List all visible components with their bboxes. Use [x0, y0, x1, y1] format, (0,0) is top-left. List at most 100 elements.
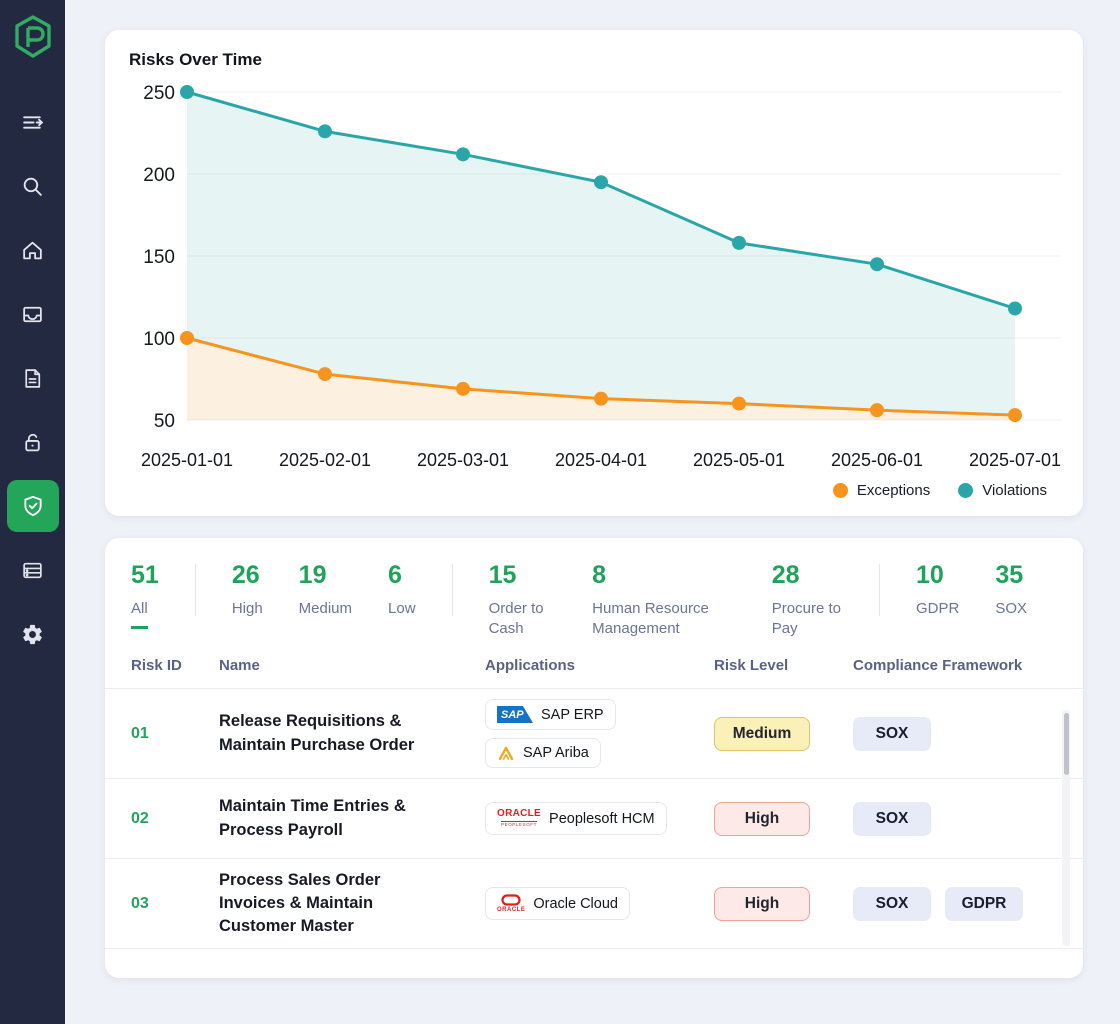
- table-row[interactable]: 03 Process Sales Order Invoices & Maintai…: [105, 859, 1083, 950]
- sidebar-item-home[interactable]: [7, 224, 59, 276]
- filter-count: 10: [915, 561, 944, 589]
- risk-level-cell: High: [714, 886, 853, 921]
- legend-label: Violations: [982, 482, 1047, 499]
- list-icon: [21, 559, 44, 582]
- sidebar-nav: [0, 90, 65, 666]
- filter-tab-human-resource-management[interactable]: 8 Human Resource Management: [592, 561, 742, 639]
- sidebar-item-inbox[interactable]: [7, 288, 59, 340]
- compliance-framework-cell: SOX GDPR: [853, 886, 1083, 921]
- legend-label: Exceptions: [856, 482, 931, 499]
- sidebar-item-shield-check[interactable]: [6, 480, 59, 532]
- risks-over-time-chart: 50 100 150 200 250 2025-01-01 2025-02-01 2025-0…: [141, 83, 1061, 470]
- sidebar-item-document[interactable]: [7, 352, 59, 404]
- sidebar-item-collapse-menu[interactable]: [7, 96, 59, 148]
- exceptions-point[interactable]: [456, 381, 470, 396]
- oracle-cloud-logo: ORACLE: [497, 894, 525, 913]
- risk-level-cell: Medium: [714, 716, 853, 751]
- legend-item-violations[interactable]: Violations: [958, 482, 1047, 499]
- table-scrollbar[interactable]: [1062, 710, 1070, 946]
- sidebar-item-settings[interactable]: [7, 608, 59, 660]
- violations-point[interactable]: [1008, 301, 1022, 316]
- risk-name: Process Sales Order Invoices & Maintain …: [219, 871, 381, 936]
- violations-point[interactable]: [318, 124, 332, 139]
- exceptions-point[interactable]: [870, 403, 884, 418]
- table-body: 01 Release Requisitions & Maintain Purcha…: [105, 689, 1083, 950]
- filter-tab-high[interactable]: 26 High: [232, 561, 263, 619]
- violations-area: [187, 92, 1015, 420]
- table-scrollbar-thumb[interactable]: [1063, 713, 1069, 775]
- application-chip: SAP SAP ERP: [485, 699, 616, 730]
- filter-count: 15: [488, 561, 517, 589]
- sap-logo: SAP: [497, 706, 533, 723]
- legend-item-exceptions[interactable]: Exceptions: [832, 482, 931, 499]
- filter-label: SOX: [995, 599, 1027, 617]
- exceptions-point[interactable]: [732, 396, 746, 411]
- y-tick-label: 50: [154, 411, 175, 432]
- sidebar-item-search[interactable]: [7, 160, 59, 212]
- y-tick-label: 250: [143, 83, 175, 104]
- inbox-icon: [21, 303, 44, 326]
- filter-group-divider: [451, 564, 453, 616]
- sidebar-item-unlock[interactable]: [7, 416, 59, 468]
- application-name: SAP ERP: [541, 706, 604, 723]
- x-tick-label: 2025-06-01: [831, 450, 923, 470]
- sap-ariba-logo: [497, 745, 515, 761]
- exceptions-point[interactable]: [594, 391, 608, 406]
- risk-name: Release Requisitions & Maintain Purchase…: [219, 712, 415, 754]
- filter-tab-all[interactable]: 51 All: [131, 561, 159, 629]
- filter-tab-sox[interactable]: 35 SOX: [995, 561, 1027, 619]
- filter-tab-procure-to-pay[interactable]: 28 Procure to Pay: [771, 561, 843, 639]
- app-logo-icon: [10, 12, 56, 62]
- violations-point[interactable]: [732, 235, 746, 250]
- violations-point[interactable]: [456, 147, 470, 162]
- exceptions-point[interactable]: [1008, 408, 1022, 423]
- application-chip: ORACLE PEOPLESOFT Peoplesoft HCM: [485, 802, 667, 835]
- filter-tab-order-to-cash[interactable]: 15 Order to Cash: [488, 561, 557, 639]
- x-tick-label: 2025-02-01: [279, 450, 371, 470]
- violations-point[interactable]: [180, 85, 194, 99]
- filter-group-divider: [194, 564, 196, 616]
- filter-count: 8: [592, 561, 607, 589]
- filter-label: Procure to Pay: [771, 599, 841, 637]
- sidebar-item-list[interactable]: [7, 544, 59, 596]
- filter-tab-low[interactable]: 6 Low: [388, 561, 416, 619]
- filter-label: Order to Cash: [488, 599, 544, 637]
- filter-tab-medium[interactable]: 19 Medium: [298, 561, 353, 619]
- framework-badge-sox: SOX: [853, 801, 931, 836]
- risk-level-cell: High: [714, 801, 853, 836]
- applications-cell: ORACLE PEOPLESOFT Peoplesoft HCM: [485, 802, 714, 835]
- table-row[interactable]: 02 Maintain Time Entries & Process Payrol…: [105, 779, 1083, 859]
- exceptions-area: [187, 338, 1015, 420]
- oracle-peoplesoft-logo: ORACLE PEOPLESOFT: [497, 808, 542, 828]
- sidebar: [0, 0, 65, 1024]
- violations-point[interactable]: [594, 175, 608, 190]
- filter-count: 28: [771, 561, 800, 589]
- table-header: Risk ID Name Applications Risk Level Complia…: [105, 643, 1083, 689]
- risk-level-badge: Medium: [714, 716, 810, 751]
- filter-tab-gdpr[interactable]: 10 GDPR: [915, 561, 959, 619]
- filter-label: Low: [388, 599, 416, 617]
- filter-label: Medium: [298, 599, 353, 617]
- violations-point[interactable]: [870, 257, 884, 272]
- risks-over-time-card: Risks Over Time 50 100 150 200 250 2025-01-01…: [105, 30, 1083, 516]
- filter-group-divider: [878, 564, 880, 616]
- application-chip: ORACLE Oracle Cloud: [485, 887, 630, 921]
- filter-count: 51: [131, 561, 159, 589]
- risks-table-card: 51 All 26 High 19 Medium 6 Low 15 Order to Cash 8 H…: [105, 538, 1083, 978]
- applications-cell: ORACLE Oracle Cloud: [485, 887, 714, 921]
- compliance-framework-cell: SOX: [853, 801, 1083, 836]
- framework-badge-sox: SOX: [853, 886, 931, 921]
- shield-check-icon: [21, 494, 45, 518]
- table-row[interactable]: 01 Release Requisitions & Maintain Purcha…: [105, 689, 1083, 779]
- exceptions-point[interactable]: [180, 331, 194, 345]
- application-name: Peoplesoft HCM: [549, 810, 655, 827]
- column-header-risk-level: Risk Level: [714, 657, 789, 674]
- home-icon: [21, 239, 44, 262]
- chart-title: Risks Over Time: [129, 50, 262, 69]
- main-content: Risks Over Time 50 100 150 200 250 2025-01-01…: [65, 0, 1120, 1024]
- filter-count: 6: [388, 561, 402, 589]
- exceptions-point[interactable]: [318, 367, 332, 382]
- filter-label: Human Resource Management: [592, 599, 709, 637]
- application-chip: SAP Ariba: [485, 738, 601, 768]
- x-tick-label: 2025-04-01: [555, 450, 647, 470]
